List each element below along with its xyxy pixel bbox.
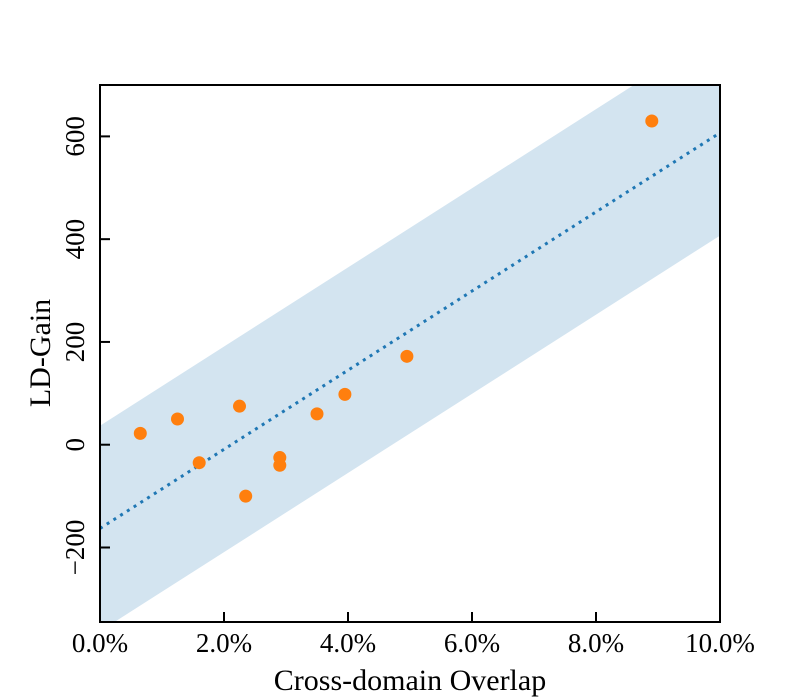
- x-tick-label: 0.0%: [72, 628, 128, 658]
- data-point: [239, 489, 253, 503]
- data-point: [645, 114, 659, 128]
- data-point: [310, 407, 324, 421]
- x-axis-ticks: 0.0% 2.0% 4.0% 6.0% 8.0% 10.0%: [72, 612, 755, 658]
- y-axis-title: LD-Gain: [24, 299, 57, 407]
- y-axis-ticks: −200 0 200 400 600: [60, 116, 110, 575]
- data-point: [192, 456, 206, 470]
- y-tick-label: 0: [60, 438, 90, 452]
- data-point: [273, 458, 287, 472]
- data-point: [233, 399, 246, 413]
- x-tick-label: 6.0%: [444, 628, 500, 658]
- x-tick-label: 2.0%: [196, 628, 252, 658]
- x-axis-title: Cross-domain Overlap: [274, 664, 546, 697]
- y-tick-label: −200: [60, 520, 90, 576]
- x-tick-label: 8.0%: [568, 628, 624, 658]
- x-tick-label: 4.0%: [320, 628, 376, 658]
- x-tick-label: 10.0%: [685, 628, 755, 658]
- data-point: [133, 426, 147, 440]
- plot-area: [100, 85, 720, 622]
- y-tick-label: 400: [60, 219, 90, 259]
- y-tick-label: 200: [60, 322, 90, 363]
- confidence-band: [100, 85, 720, 622]
- data-point: [338, 387, 352, 401]
- data-point: [400, 349, 414, 363]
- data-point: [171, 412, 184, 426]
- y-tick-label: 600: [60, 116, 90, 157]
- plot-frame: [99, 84, 721, 623]
- data-points: [133, 114, 659, 503]
